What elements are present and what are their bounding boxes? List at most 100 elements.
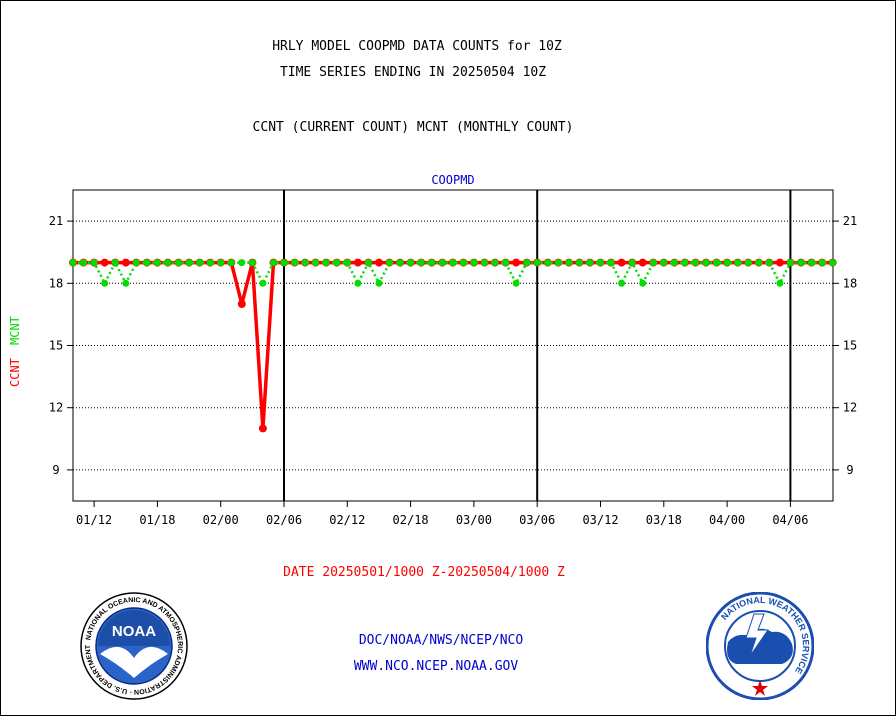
ccnt-data-point [237, 300, 246, 308]
noaa-logo: NOAA NATIONAL OCEANIC AND ATMOSPHERIC AD… [80, 592, 188, 700]
x-tick-label: 02/18 [393, 513, 429, 527]
y-tick-label-right: 9 [846, 463, 853, 477]
x-tick-label: 02/06 [266, 513, 302, 527]
mcnt-data-point [386, 259, 393, 267]
mcnt-data-point [132, 259, 140, 267]
mcnt-data-point [533, 259, 541, 267]
mcnt-data-point [90, 259, 98, 267]
mcnt-data-point [734, 259, 742, 267]
mcnt-data-point [80, 259, 87, 267]
mcnt-data-point [797, 259, 805, 267]
mcnt-data-point [333, 259, 341, 267]
mcnt-data-point [291, 259, 299, 267]
mcnt-data-point [554, 259, 562, 267]
mcnt-data-point [597, 259, 604, 267]
mcnt-data-point [428, 259, 436, 267]
chart-title-line1: HRLY MODEL COOPMD DATA COUNTS for 10Z [272, 39, 562, 54]
mcnt-data-point [723, 259, 731, 267]
mcnt-data-point [628, 259, 636, 267]
x-tick-label: 02/12 [329, 513, 365, 527]
mcnt-data-point [491, 259, 499, 267]
date-range-label: DATE 20250501/1000 Z-20250504/1000 Z [283, 565, 565, 580]
x-tick-label: 04/00 [709, 513, 745, 527]
mcnt-data-point [660, 259, 668, 267]
mcnt-data-point [765, 259, 773, 267]
mcnt-data-point [755, 259, 763, 267]
org-path-link[interactable]: DOC/NOAA/NWS/NCEP/NCO [358, 633, 524, 648]
mcnt-data-point [438, 259, 446, 267]
y-tick-label-right: 18 [843, 276, 857, 290]
x-tick-label: 03/00 [456, 513, 492, 527]
noaa-logo-text: NOAA [112, 623, 156, 640]
ccnt-data-point [100, 258, 109, 267]
mcnt-data-point [818, 259, 826, 267]
mcnt-data-point [217, 259, 225, 267]
mcnt-data-point [502, 259, 510, 267]
mcnt-data-point [649, 259, 657, 267]
mcnt-data-point [259, 279, 267, 287]
chart-subtitle: CCNT (CURRENT COUNT) MCNT (MONTHLY COUNT… [252, 120, 574, 135]
y-tick-label-left: 18 [49, 276, 63, 290]
mcnt-data-point [185, 259, 193, 267]
mcnt-data-point [101, 279, 109, 287]
x-tick-label: 01/12 [76, 513, 112, 527]
ccnt-axis-label: CCNT [8, 358, 22, 387]
website-link[interactable]: WWW.NCO.NCEP.NOAA.GOV [353, 659, 519, 674]
x-tick-label: 03/18 [646, 513, 682, 527]
mcnt-data-point [238, 259, 246, 267]
mcnt-data-point [164, 259, 172, 267]
y-tick-label-right: 21 [843, 214, 857, 228]
mcnt-data-point [470, 259, 478, 267]
mcnt-data-point [808, 259, 815, 267]
nws-logo: NATIONAL WEATHER SERVICE [706, 592, 814, 700]
mcnt-data-point [111, 259, 119, 267]
mcnt-data-point [280, 259, 288, 267]
station-label: COOPMD [431, 173, 474, 187]
mcnt-data-point [512, 279, 520, 287]
mcnt-data-point [565, 259, 573, 267]
mcnt-data-point [270, 259, 277, 267]
ccnt-data-point [775, 258, 784, 267]
y-tick-label-right: 12 [843, 401, 857, 415]
mcnt-data-point [523, 259, 531, 267]
mcnt-data-point [449, 259, 457, 267]
mcnt-data-point [153, 259, 161, 267]
mcnt-data-point [481, 259, 488, 267]
mcnt-data-point [301, 259, 309, 267]
mcnt-data-point [196, 259, 204, 267]
mcnt-data-point [175, 259, 182, 267]
y-tick-label-left: 15 [49, 339, 63, 353]
x-tick-label: 01/18 [139, 513, 175, 527]
mcnt-axis-label: MCNT [8, 316, 22, 345]
chart-title-line2: TIME SERIES ENDING IN 20250504 10Z [279, 65, 547, 80]
mcnt-data-point [586, 259, 594, 267]
mcnt-data-point [607, 259, 615, 267]
mcnt-data-point [670, 259, 678, 267]
mcnt-data-point [829, 259, 837, 267]
y-tick-label-left: 12 [49, 401, 63, 415]
mcnt-data-point [776, 279, 784, 287]
mcnt-data-point [618, 279, 626, 287]
mcnt-data-point [702, 259, 710, 267]
mcnt-data-point [407, 259, 415, 267]
mcnt-data-point [681, 259, 689, 267]
ccnt-data-point [375, 258, 383, 267]
y-tick-label-right: 15 [843, 339, 857, 353]
mcnt-data-point [122, 279, 130, 287]
mcnt-data-point [544, 259, 552, 267]
ccnt-data-point [638, 258, 647, 267]
mcnt-data-point [206, 259, 214, 267]
mcnt-data-point [575, 259, 583, 267]
mcnt-data-point [248, 259, 256, 267]
ccnt-data-point [512, 258, 521, 267]
ccnt-data-point [258, 424, 267, 433]
x-tick-label: 04/06 [772, 513, 808, 527]
mcnt-data-point [713, 259, 721, 267]
mcnt-data-point [322, 259, 330, 267]
mcnt-data-point [312, 259, 320, 267]
mcnt-data-point [364, 259, 372, 267]
mcnt-data-point [375, 279, 383, 287]
mcnt-data-point [786, 259, 794, 267]
ccnt-data-point [353, 258, 362, 267]
